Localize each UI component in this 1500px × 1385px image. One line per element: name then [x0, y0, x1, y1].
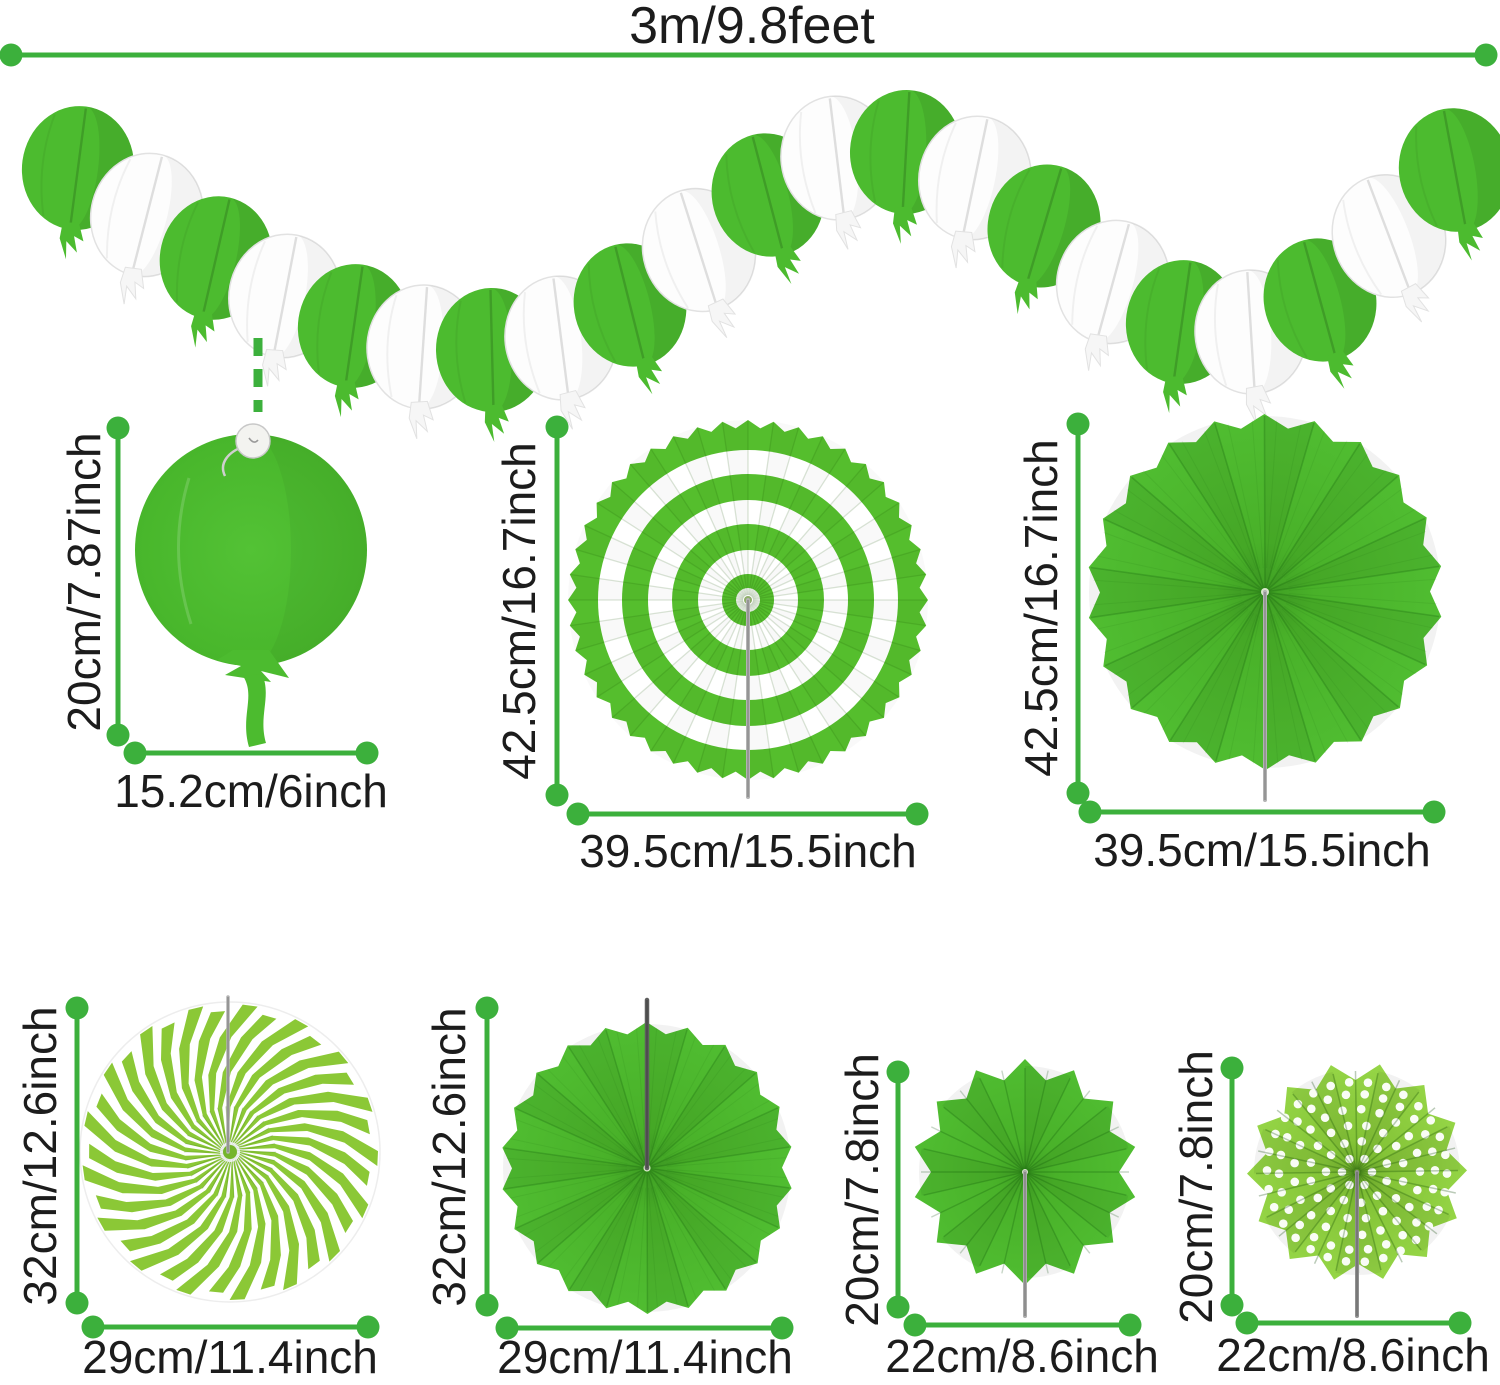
balloon-height-label: 20cm/7.87inch: [58, 432, 110, 732]
solid-fan-large-width-label: 39.5cm/15.5inch: [1093, 824, 1431, 876]
solid-fan-medium-height-line: [475, 996, 499, 1317]
garland-length-line: [0, 43, 1498, 67]
dot-fan-height-line: [1220, 1056, 1244, 1317]
solid-fan-small-width-label: 22cm/8.6inch: [885, 1330, 1159, 1382]
balloon-garland: [21, 90, 1500, 442]
swirl-fan-height-line: [65, 996, 89, 1315]
swirl-fan-width-label: 29cm/11.4inch: [82, 1331, 378, 1383]
solid-fan-medium-height-label: 32cm/12.6inch: [423, 1007, 475, 1307]
balloon-width-label: 15.2cm/6inch: [114, 765, 388, 817]
striped-fan-width-line: [566, 802, 929, 826]
solid-fan-small-height-label: 20cm/7.8inch: [836, 1053, 888, 1327]
striped-fan-width-label: 39.5cm/15.5inch: [579, 825, 917, 877]
garland-length-label: 3m/9.8feet: [629, 0, 875, 55]
balloon-width-line: [123, 741, 379, 765]
solid-fan-medium-width-line: [495, 1316, 794, 1340]
balloon-height-line: [106, 416, 130, 747]
solid-fan-small-height-line: [886, 1060, 910, 1319]
solid-fan-large-width-line: [1078, 800, 1446, 824]
balloon-cutout: [135, 423, 367, 747]
striped-fan-height-line: [545, 415, 569, 807]
solid-fan-small-width-line: [903, 1313, 1142, 1337]
swirl-fan-height-label: 32cm/12.6inch: [14, 1006, 66, 1306]
garland-balloon-green: [1398, 108, 1500, 261]
solid-fan-large-height-label: 42.5cm/16.7inch: [1015, 439, 1067, 777]
dot-fan-height-label: 20cm/7.8inch: [1170, 1050, 1222, 1324]
swirl-fan: [79, 1001, 381, 1303]
swirl-fan-width-line: [81, 1315, 380, 1339]
solid-fan-medium-width-label: 29cm/11.4inch: [497, 1331, 793, 1383]
solid-fan-large-height-line: [1066, 412, 1090, 805]
dot-fan-width-label: 22cm/8.6inch: [1216, 1329, 1490, 1381]
striped-fan-height-label: 42.5cm/16.7inch: [493, 442, 545, 780]
dot-fan-width-line: [1235, 1311, 1472, 1335]
